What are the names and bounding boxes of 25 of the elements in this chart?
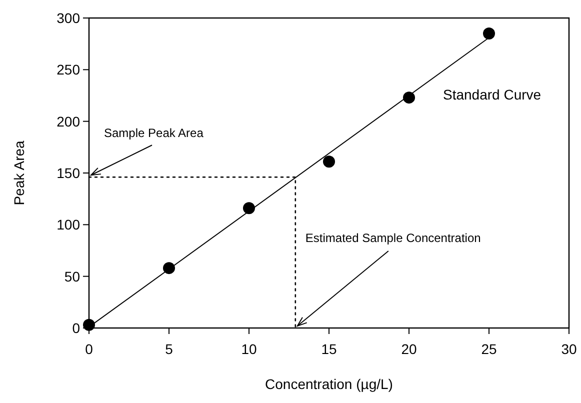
x-tick-label: 10 (241, 341, 257, 357)
x-tick-label: 5 (165, 341, 174, 357)
y-tick-label: 100 (56, 216, 80, 233)
x-tick-label: 15 (321, 341, 337, 357)
y-tick-label: 50 (64, 268, 80, 284)
point (243, 202, 255, 214)
x-axis-title: Concentration (µg/L) (265, 376, 393, 392)
x-tick-label: 25 (481, 341, 497, 357)
y-axis-title: Peak Area (11, 140, 27, 206)
y-tick-label: 150 (56, 165, 80, 181)
y-tick-label: 250 (56, 62, 80, 78)
x-tick-label: 30 (561, 341, 577, 357)
series-label: Standard Curve (443, 86, 542, 102)
x-tick-label: 20 (401, 341, 417, 357)
x-tick-label: 0 (85, 341, 94, 357)
point (323, 156, 335, 168)
annotation: Sample Peak Area (104, 126, 204, 140)
point (163, 262, 175, 274)
y-tick-label: 200 (56, 113, 80, 130)
annotation: Estimated Sample Concentration (305, 231, 481, 245)
point (403, 92, 415, 104)
y-tick-label: 300 (56, 10, 80, 26)
point (83, 318, 95, 331)
y-tick-label: 0 (72, 320, 80, 336)
point (483, 28, 495, 40)
